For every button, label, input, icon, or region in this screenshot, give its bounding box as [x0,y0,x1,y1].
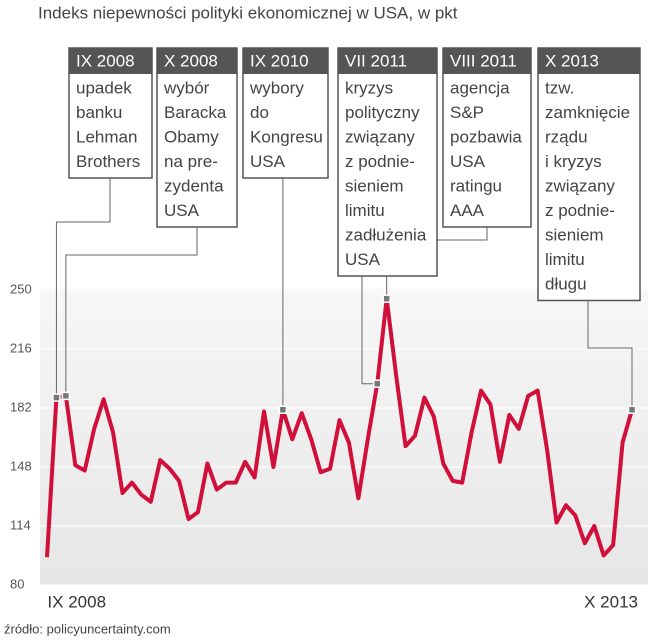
x-tick-label: X 2013 [584,592,638,611]
annotation-text: z podnie- [545,201,615,220]
annotation-text: ratingu [450,177,502,196]
annotation-text: Kongresu [250,128,323,147]
source: źródło: policyuncertainty.com [4,621,171,636]
annotation-text: do [250,103,269,122]
annotation-text: Obamy [164,128,219,147]
annotation-text: długu [545,275,587,294]
annotation-text: polityczny [345,103,420,122]
line [45,296,634,558]
point-marker [627,405,637,414]
annotation-text: banku [76,103,122,122]
annotation-text: zydenta [164,177,224,196]
annotation-text: sieniem [345,177,404,196]
connector [65,227,198,396]
annotation-label: X 2013 [545,51,599,70]
annotation-text: rządu [545,128,588,147]
point-marker [382,294,391,303]
y-tick-label: 148 [10,458,32,473]
y-tick-label: 80 [10,576,24,591]
annotation-header [338,48,437,74]
annotation-header [538,48,640,74]
connector [587,300,633,410]
annotation-text: Baracka [164,103,227,122]
annotation-text: limitu [545,250,585,269]
annotation-text: S&P [450,103,484,122]
annotation-text: i kryzys [545,152,602,171]
annotation-label: VIII 2011 [450,51,517,70]
annotation-label: VII 2011 [345,51,407,70]
point-marker [278,405,288,414]
annotation-text: związany [345,128,415,147]
point-marker [52,393,61,402]
annotation-text: pozbawia [450,128,522,147]
annotation-text: na pre- [164,152,218,171]
annotation-text: USA [250,152,286,171]
annotation-text: zamknięcie [545,103,630,122]
annotation-text: tzw. [545,79,574,98]
annotation-text: związany [545,177,615,196]
annotation-box [537,47,641,302]
annotation-text: Lehman [76,128,137,147]
annotation-text: USA [450,152,486,171]
annotation-box [442,47,532,228]
plot-background [40,288,648,585]
annotation-label: IX 2008 [76,51,135,70]
annotation-text: AAA [450,201,485,220]
annotation-text: agencja [450,79,510,98]
annotation-label: IX 2010 [250,51,309,70]
annotation-text: kryzys [345,79,393,98]
annotation-text: USA [345,250,381,269]
annotation-text: z podnie- [345,152,415,171]
annotation-text: sieniem [545,226,604,245]
y-tick-label: 114 [10,517,31,532]
connector [361,276,378,385]
chart-title: Indeks niepewności polityki ekonomicznej… [38,3,458,22]
annotation-header [69,48,152,74]
annotation-text: USA [164,201,200,220]
annotation-text: Brothers [76,152,140,171]
y-tick-label: 182 [10,399,32,414]
y-tick-label: 250 [10,281,32,296]
annotation-label: X 2008 [164,51,218,70]
annotation-text: wybory [249,79,304,98]
annotation-text: upadek [76,79,132,98]
annotation-header [243,48,328,74]
annotation-text: zadłużenia [345,226,427,245]
point-marker [372,379,382,388]
annotation-text: limitu [345,201,385,220]
annotation-header [443,48,531,74]
point-marker [61,391,71,401]
annotation-header [157,48,237,74]
annotation-text: wybór [163,79,210,98]
y-tick-label: 216 [10,340,32,355]
annotation-box [156,47,238,228]
x-tick-label: IX 2008 [47,592,106,611]
connector [55,178,111,398]
